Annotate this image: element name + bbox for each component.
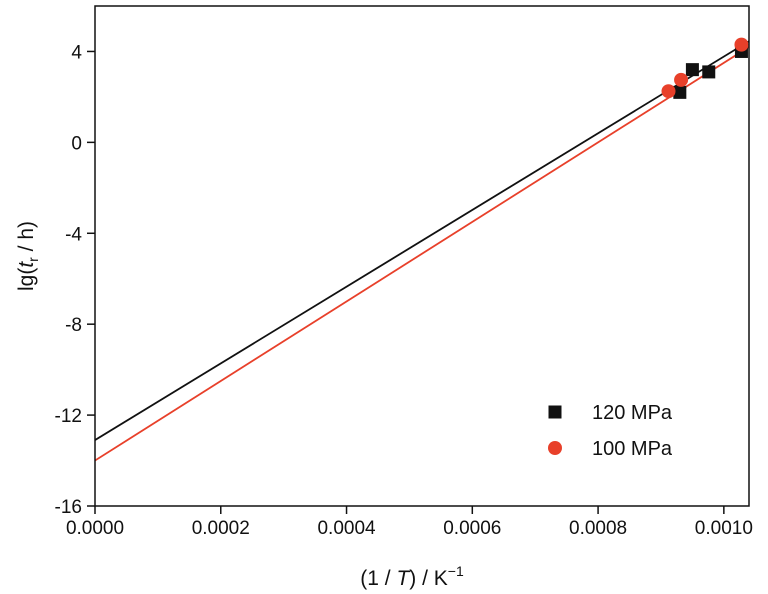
x-tick-label: 0.0008 bbox=[569, 518, 627, 539]
y-tick-label: -4 bbox=[65, 224, 82, 245]
x-axis-ticks: 0.0000 0.0002 0.0004 0.0006 0.0008 0.0010 bbox=[66, 506, 753, 539]
x-tick-label: 0.0010 bbox=[695, 518, 753, 539]
legend-marker-square bbox=[548, 405, 562, 419]
y-tick-label: -12 bbox=[55, 406, 82, 427]
y-tick-label: 4 bbox=[71, 42, 82, 63]
x-tick-label: 0.0004 bbox=[317, 518, 376, 539]
x-tick-label: 0.0000 bbox=[66, 518, 124, 539]
y-axis-ticks: 4 0 -4 -8 -12 -16 bbox=[55, 42, 95, 518]
plot-frame bbox=[94, 5, 750, 507]
fit-line bbox=[95, 46, 749, 462]
legend-marker-circle bbox=[548, 441, 562, 455]
y-tick-label: 0 bbox=[71, 133, 82, 154]
data-point-circle bbox=[734, 37, 749, 52]
y-axis-label: lg(tr / h) bbox=[15, 221, 41, 291]
fit-line bbox=[95, 40, 749, 441]
x-axis-label: (1 / T) / K−1 bbox=[360, 563, 464, 590]
data-point-square bbox=[702, 65, 716, 79]
legend-label: 100 MPa bbox=[592, 438, 673, 460]
data-point-square bbox=[685, 63, 699, 77]
y-tick-label: -16 bbox=[55, 497, 82, 518]
data-point-circle bbox=[661, 84, 676, 99]
data-point-circle bbox=[674, 72, 689, 87]
x-tick-label: 0.0006 bbox=[443, 518, 501, 539]
y-tick-label: -8 bbox=[65, 315, 82, 336]
legend-label: 120 MPa bbox=[592, 402, 673, 424]
legend: 120 MPa 100 MPa bbox=[548, 402, 673, 460]
fit-lines bbox=[95, 40, 749, 462]
data-points bbox=[661, 37, 749, 99]
x-tick-label: 0.0002 bbox=[192, 518, 250, 539]
data-point-square bbox=[673, 85, 687, 99]
